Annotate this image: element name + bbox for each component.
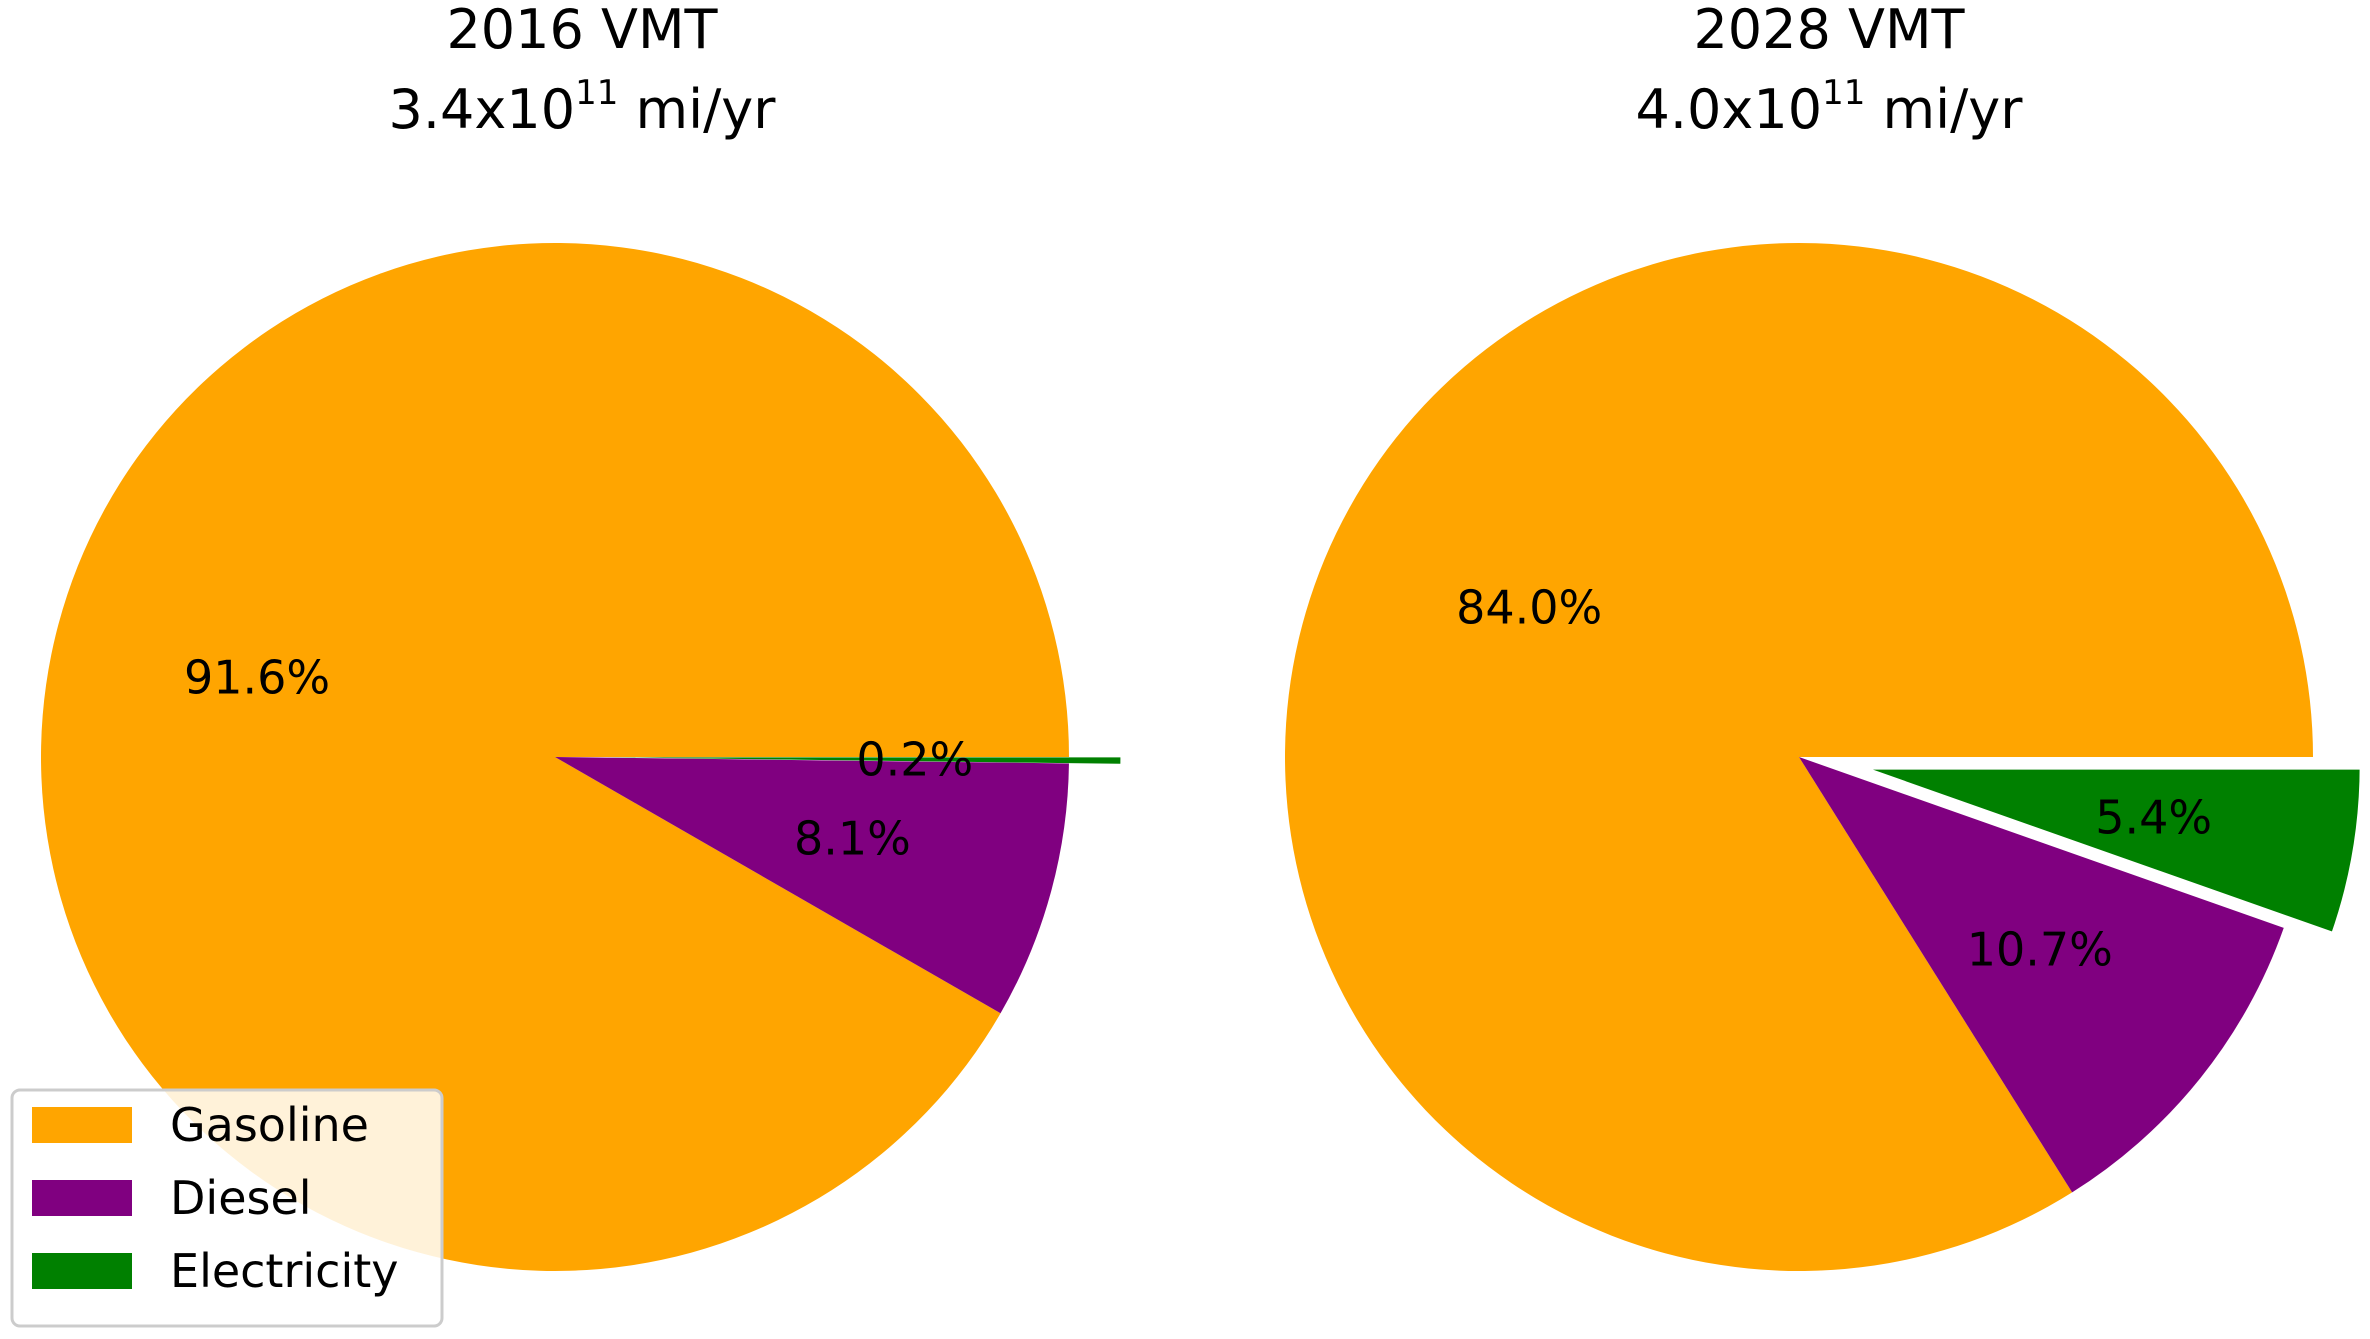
subtitle-prefix: 4.0x10: [1636, 78, 1823, 141]
pie-slice-diesel: [1799, 757, 2284, 1193]
pie-slices-2016: [40, 242, 1121, 1272]
chart-title-2016: 2016 VMT: [446, 0, 718, 61]
pie-labels-2016: 91.6% 8.1% 0.2%: [184, 650, 973, 865]
legend-swatch-electricity: [32, 1253, 132, 1289]
chart-2028: 2028 VMT 4.0x1011 mi/yr 84.0% 10.7% 5.4%: [1285, 0, 2368, 1271]
chart-2016: 2016 VMT 3.4x1011 mi/yr 91.6% 8.1% 0.2%: [40, 0, 1121, 1272]
legend-swatch-gasoline: [32, 1107, 132, 1143]
legend-label-electricity: Electricity: [170, 1244, 399, 1298]
pie-slice-electricity: [606, 757, 1121, 764]
chart-subtitle-2028: 4.0x1011 mi/yr: [1636, 73, 2024, 141]
pie-slices-2028: [1285, 243, 2368, 1271]
subtitle-exponent: 11: [1822, 73, 1865, 113]
pie-labels-2028: 84.0% 10.7% 5.4%: [1456, 581, 2212, 977]
subtitle-suffix: mi/yr: [1865, 78, 2023, 141]
pie-label-diesel: 8.1%: [794, 811, 911, 865]
subtitle-prefix: 3.4x10: [389, 78, 576, 141]
chart-title-2028: 2028 VMT: [1693, 0, 1965, 61]
pie-label-diesel: 10.7%: [1967, 923, 2113, 977]
legend: Gasoline Diesel Electricity: [10, 1088, 444, 1328]
subtitle-exponent: 11: [575, 73, 618, 113]
chart-subtitle-2016: 3.4x1011 mi/yr: [389, 73, 777, 141]
subtitle-suffix: mi/yr: [618, 78, 776, 141]
pie-slice-electricity: [1848, 761, 2368, 942]
legend-label-diesel: Diesel: [170, 1171, 312, 1225]
legend-label-gasoline: Gasoline: [170, 1098, 369, 1152]
legend-items: Gasoline Diesel Electricity: [32, 1098, 399, 1298]
pie-label-gasoline: 91.6%: [184, 650, 330, 704]
pie-slice-diesel: [555, 757, 1069, 1014]
pie-label-electricity: 0.2%: [856, 732, 973, 786]
pie-slice-gasoline: [40, 242, 1070, 1272]
pie-slice-gasoline: [1285, 243, 2313, 1271]
pie-label-gasoline: 84.0%: [1456, 581, 1602, 635]
legend-swatch-diesel: [32, 1180, 132, 1216]
pie-label-electricity: 5.4%: [2095, 791, 2212, 845]
